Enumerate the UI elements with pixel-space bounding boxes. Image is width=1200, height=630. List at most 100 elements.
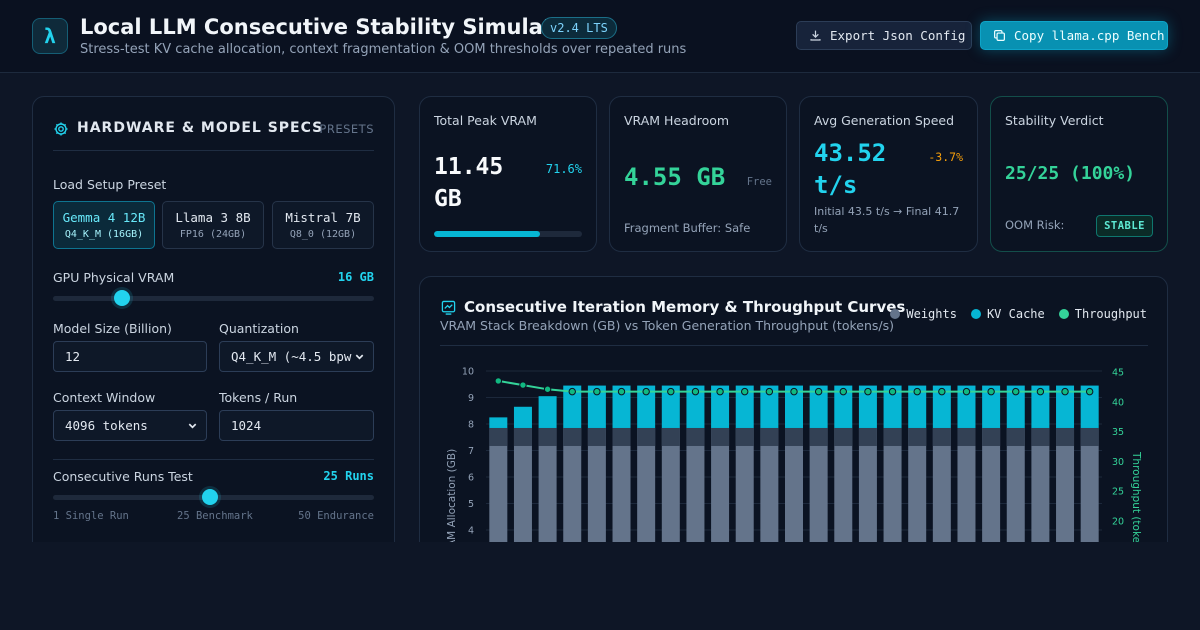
presets-tag: PRESETS bbox=[319, 122, 374, 136]
weights-bar bbox=[735, 427, 754, 555]
weights-bar-band bbox=[809, 427, 828, 446]
runs-label: Consecutive Runs Test bbox=[53, 469, 193, 484]
speed-value: 43.52 t/s bbox=[814, 139, 887, 199]
kv-cache-bar bbox=[686, 385, 705, 428]
weights-bar-band bbox=[932, 427, 951, 446]
weights-bar bbox=[637, 427, 656, 555]
status-badge: STABLE bbox=[1096, 215, 1153, 237]
oom-risk-label: OOM Risk: bbox=[1005, 218, 1065, 232]
weights-bar-band bbox=[883, 427, 902, 446]
preset-gemma-button[interactable]: Gemma 4 12B Q4_K_M (16GB) bbox=[53, 201, 155, 249]
legend-throughput[interactable]: Throughput bbox=[1058, 307, 1147, 321]
throughput-point bbox=[494, 377, 503, 385]
weights-bar-band bbox=[858, 427, 877, 446]
weights-bar bbox=[563, 427, 582, 555]
weights-bar-band bbox=[957, 427, 976, 446]
throughput-point bbox=[1012, 387, 1020, 396]
vram-headroom-card: VRAM Headroom 4.55 GB Free Fragment Buff… bbox=[609, 96, 787, 252]
preset-name: Gemma 4 12B bbox=[62, 210, 146, 225]
weights-bar-band bbox=[711, 427, 730, 446]
peak-vram-percent: 71.6% bbox=[545, 162, 582, 176]
runs-slider-thumb[interactable] bbox=[202, 489, 219, 505]
weights-bar bbox=[932, 427, 951, 555]
throughput-point bbox=[864, 387, 872, 396]
hardware-specs-panel: HARDWARE & MODEL SPECS PRESETS Load Setu… bbox=[32, 96, 395, 556]
weights-bar bbox=[661, 427, 680, 555]
weights-bar bbox=[760, 427, 779, 555]
weights-bar-band bbox=[1006, 427, 1025, 446]
kv-cache-bar bbox=[538, 396, 557, 428]
weights-bar-band bbox=[735, 427, 754, 446]
throughput-point bbox=[568, 387, 576, 396]
throughput-point bbox=[987, 387, 995, 396]
preset-sub: FP16 (24GB) bbox=[179, 229, 247, 240]
chart-icon bbox=[441, 300, 456, 315]
verdict-value: 25/25 (100%) bbox=[1005, 163, 1136, 184]
tokens-per-run-input[interactable]: 1024 bbox=[219, 410, 374, 441]
weights-bar bbox=[809, 427, 828, 555]
weights-bar bbox=[785, 427, 803, 555]
preset-label: Load Setup Preset bbox=[53, 177, 167, 192]
throughput-point bbox=[962, 387, 971, 396]
legend-weights[interactable]: Weights bbox=[890, 307, 957, 321]
model-size-input[interactable]: 12 bbox=[53, 341, 207, 372]
legend-kv-cache[interactable]: KV Cache bbox=[970, 307, 1045, 321]
weights-bar bbox=[1031, 427, 1050, 555]
context-window-select[interactable]: 4096 tokens bbox=[53, 410, 207, 441]
panel-title: HARDWARE & MODEL SPECS bbox=[77, 120, 324, 136]
preset-name: Mistral 7B bbox=[285, 210, 361, 225]
weights-bar bbox=[686, 427, 705, 555]
throughput-point bbox=[593, 387, 601, 396]
weights-bar-band bbox=[760, 427, 779, 446]
preset-sub: Q4_K_M (16GB) bbox=[64, 229, 144, 240]
preset-sub: Q8_0 (12GB) bbox=[289, 229, 357, 240]
headroom-title: VRAM Headroom bbox=[624, 113, 730, 128]
tokens-per-run-label: Tokens / Run bbox=[219, 390, 298, 405]
kv-cache-bar bbox=[637, 385, 656, 428]
throughput-point bbox=[543, 385, 552, 393]
vram-slider[interactable] bbox=[53, 290, 374, 306]
gear-icon bbox=[54, 122, 68, 136]
vram-value: 16 GB bbox=[337, 270, 374, 284]
weights-bar bbox=[1080, 427, 1099, 555]
y-tick-label: 4 bbox=[468, 526, 474, 537]
runs-slider[interactable] bbox=[53, 489, 374, 505]
weights-bar-band bbox=[513, 427, 532, 446]
peak-vram-title: Total Peak VRAM bbox=[434, 113, 537, 128]
verdict-title: Stability Verdict bbox=[1005, 113, 1104, 128]
model-size-label: Model Size (Billion) bbox=[53, 321, 172, 336]
kv-cache-bar bbox=[711, 385, 730, 428]
preset-llama-button[interactable]: Llama 3 8B FP16 (24GB) bbox=[162, 201, 264, 249]
legend-dot bbox=[890, 309, 901, 319]
headroom-free-label: Free bbox=[746, 176, 772, 188]
preset-mistral-button[interactable]: Mistral 7B Q8_0 (12GB) bbox=[272, 201, 374, 249]
copy-bench-button[interactable]: Copy llama.cpp Bench bbox=[980, 21, 1168, 50]
legend-dot bbox=[970, 309, 981, 319]
kv-cache-bar bbox=[858, 385, 877, 428]
y-tick-label: 8 bbox=[468, 420, 474, 431]
weights-bar-band bbox=[686, 427, 705, 446]
weights-bar-band bbox=[563, 427, 582, 446]
y-tick-label: 7 bbox=[468, 446, 474, 457]
weights-bar-band bbox=[982, 427, 1001, 446]
chart-title: Consecutive Iteration Memory & Throughpu… bbox=[464, 298, 906, 316]
vram-label: GPU Physical VRAM bbox=[53, 270, 175, 285]
viewport-fold bbox=[0, 542, 1200, 630]
quantization-select[interactable]: Q4_K_M (~4.5 bpw bbox=[219, 341, 374, 372]
vram-slider-thumb[interactable] bbox=[114, 290, 130, 306]
throughput-point bbox=[938, 387, 946, 396]
throughput-point bbox=[1085, 387, 1094, 396]
legend-label: Weights bbox=[906, 307, 957, 321]
y2-tick-label: 25 bbox=[1112, 487, 1124, 498]
kv-cache-bar bbox=[735, 385, 754, 428]
lambda-logo-icon: λ bbox=[32, 18, 68, 54]
export-json-button[interactable]: Export Json Config bbox=[796, 21, 972, 50]
kv-cache-bar bbox=[1006, 385, 1025, 428]
kv-cache-bar bbox=[760, 385, 779, 428]
y-axis-title: AM Allocation (GB) bbox=[446, 449, 458, 547]
throughput-point bbox=[814, 387, 823, 396]
weights-bar bbox=[513, 427, 532, 555]
kv-cache-bar bbox=[932, 385, 951, 428]
throughput-point bbox=[519, 381, 527, 389]
fragment-buffer-status: Fragment Buffer: Safe bbox=[624, 221, 751, 235]
